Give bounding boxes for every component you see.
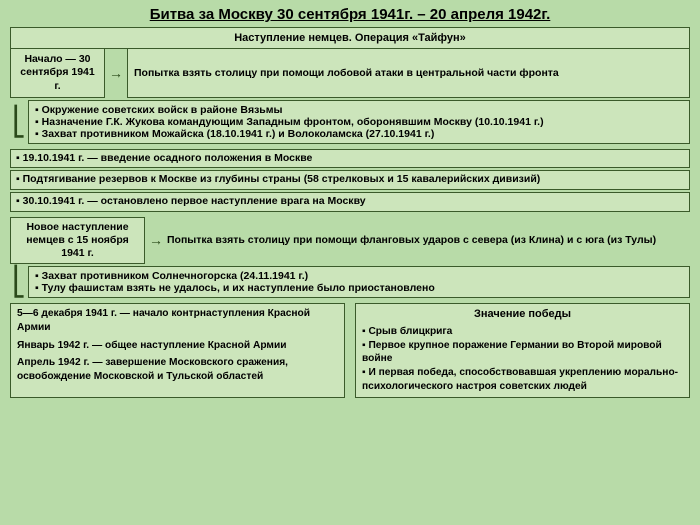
bullet-item: ▪ Захват противником Солнечногорска (24.…: [35, 270, 683, 282]
victory-item: ▪ И первая победа, способствовавшая укре…: [362, 366, 683, 394]
mid-item: ▪ Подтягивание резервов к Москве из глуб…: [10, 170, 690, 190]
bottom-row: 5—6 декабря 1941 г. — начало контрнаступ…: [10, 303, 690, 398]
counter-line: 5—6 декабря 1941 г. — начало контрнаступ…: [17, 307, 338, 335]
bullet-item: ▪ Тулу фашистам взять не удалось, и их н…: [35, 282, 683, 294]
counter-line: Апрель 1942 г. — завершение Московского …: [17, 356, 338, 384]
phase1-attempt: Попытка взять столицу при помощи лобовой…: [127, 49, 690, 97]
mid-item: ▪ 19.10.1941 г. — введение осадного поло…: [10, 149, 690, 169]
phase2-start: Новое наступление немцев с 15 ноября 194…: [10, 217, 145, 264]
arrow-icon: →: [105, 49, 127, 97]
arrow-icon: →: [145, 217, 167, 264]
bullet-item: ▪ Окружение советских войск в районе Вяз…: [35, 104, 683, 116]
mid-events: ▪ 19.10.1941 г. — введение осадного поло…: [10, 149, 690, 212]
bullet-item: ▪ Захват противником Можайска (18.10.194…: [35, 128, 683, 140]
bullet-item: ▪ Назначение Г.К. Жукова командующим Зап…: [35, 116, 683, 128]
bracket-icon: ⎣: [10, 100, 28, 144]
phase2-bullets-row: ⎣ ▪ Захват противником Солнечногорска (2…: [10, 266, 690, 298]
victory-box: Значение победы ▪ Срыв блицкрига ▪ Перво…: [355, 303, 690, 398]
phase2-row: Новое наступление немцев с 15 ноября 194…: [10, 217, 690, 264]
victory-header: Значение победы: [362, 307, 683, 322]
mid-item: ▪ 30.10.1941 г. — остановлено первое нас…: [10, 192, 690, 212]
phase1-attempt-text: Попытка взять столицу при помощи лобовой…: [134, 67, 559, 79]
counter-line: Январь 1942 г. — общее наступление Красн…: [17, 339, 338, 353]
counteroffensive-box: 5—6 декабря 1941 г. — начало контрнаступ…: [10, 303, 345, 398]
bracket-icon: ⎣: [10, 266, 28, 298]
victory-item: ▪ Первое крупное поражение Германии во В…: [362, 339, 683, 367]
phase1-header: Наступление немцев. Операция «Тайфун»: [10, 27, 690, 49]
phase1-bullets-row: ⎣ ▪ Окружение советских войск в районе В…: [10, 100, 690, 144]
victory-item: ▪ Срыв блицкрига: [362, 325, 683, 339]
phase1-start: Начало — 30 сентября 1941 г.: [10, 49, 105, 97]
phase1-row: Начало — 30 сентября 1941 г. → Попытка в…: [10, 49, 690, 97]
phase2-attempt: Попытка взять столицу при помощи флангов…: [167, 217, 690, 264]
phase2-bullets: ▪ Захват противником Солнечногорска (24.…: [28, 266, 690, 298]
phase1-bullets: ▪ Окружение советских войск в районе Вяз…: [28, 100, 690, 144]
phase2-attempt-text: Попытка взять столицу при помощи флангов…: [167, 234, 656, 247]
page-title: Битва за Москву 30 сентября 1941г. – 20 …: [10, 6, 690, 23]
